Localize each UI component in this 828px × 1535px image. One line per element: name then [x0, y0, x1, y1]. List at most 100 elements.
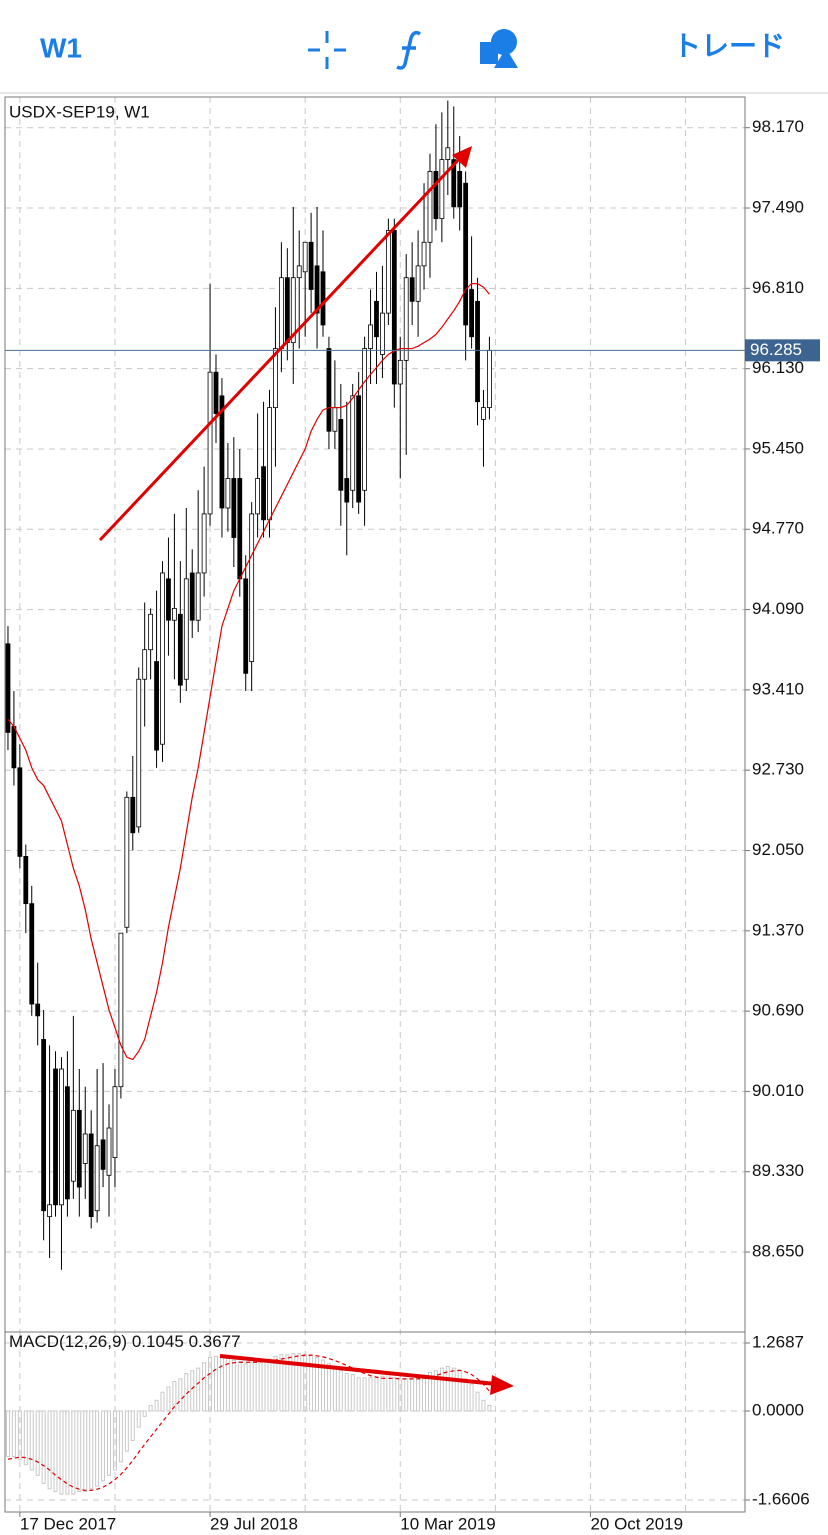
y-tick-label: 88.650: [752, 1242, 804, 1261]
macd-bar: [249, 1362, 254, 1412]
signal-line: [7, 1354, 490, 1491]
macd-name: MACD(12,26,9): [9, 1332, 127, 1351]
candle-body: [136, 678, 142, 828]
macd-bar: [457, 1370, 462, 1412]
y-tick-label: 89.330: [752, 1161, 804, 1180]
candle-body: [130, 796, 136, 834]
macd-bar: [368, 1376, 373, 1412]
macd-bar: [29, 1410, 34, 1471]
macd-bar: [71, 1410, 76, 1495]
candle-body: [397, 359, 403, 385]
macd-bar: [53, 1410, 58, 1492]
macd-bar: [77, 1410, 82, 1492]
y-tick-label: 92.050: [752, 840, 804, 859]
candle-body: [487, 349, 492, 409]
macd-bar: [439, 1367, 444, 1412]
candle-body: [290, 277, 296, 344]
macd-bar: [142, 1410, 147, 1417]
candle-body: [213, 371, 219, 414]
macd-bar: [362, 1377, 367, 1412]
y-tick-label: 91.370: [752, 920, 804, 939]
macd-bar: [101, 1410, 106, 1482]
macd-bar: [47, 1410, 52, 1490]
y-tick-label: 94.770: [752, 519, 804, 538]
macd-bar: [231, 1359, 236, 1412]
toolbar: [0, 0, 828, 92]
y-tick-label: 90.690: [752, 1001, 804, 1020]
macd-bar: [451, 1367, 456, 1412]
macd-bar: [267, 1358, 272, 1412]
macd-bar: [297, 1353, 302, 1412]
candle-body: [160, 572, 165, 745]
candle-body: [171, 607, 177, 621]
macd-bar: [392, 1377, 397, 1412]
macd-bar: [190, 1370, 195, 1412]
macd-bar: [398, 1379, 403, 1412]
candle-body: [267, 407, 272, 521]
macd-bar: [320, 1359, 325, 1412]
timeframe-button[interactable]: W1: [40, 32, 82, 63]
candle-body: [100, 1139, 106, 1170]
macd-bar: [291, 1353, 296, 1412]
macd-bar: [422, 1375, 427, 1412]
macd-bar: [5, 1410, 10, 1458]
candle-body: [88, 1133, 94, 1218]
candle-body: [469, 289, 474, 338]
candle-body: [344, 478, 350, 503]
candle-body: [189, 572, 195, 621]
macd-bar: [255, 1361, 260, 1412]
candle-body: [481, 407, 486, 420]
candle-body: [23, 856, 29, 905]
macd-bar: [338, 1370, 343, 1412]
objects-icon[interactable]: [480, 29, 518, 68]
candle-body: [261, 466, 266, 521]
trade-button[interactable]: トレード: [673, 30, 785, 61]
candle-body: [82, 1133, 88, 1164]
candle-body: [391, 230, 397, 385]
crosshair-icon[interactable]: [308, 31, 346, 69]
candle-body: [219, 395, 225, 509]
moving-average: [7, 283, 490, 1061]
macd-bar: [410, 1378, 415, 1412]
candle-body: [475, 300, 480, 403]
macd-bar: [214, 1355, 219, 1412]
candle-body: [326, 348, 332, 432]
macd-bar: [130, 1410, 135, 1441]
candle-body: [225, 478, 231, 509]
macd-bar: [285, 1354, 290, 1412]
macd-bar: [273, 1355, 278, 1412]
candle-body: [118, 932, 124, 1088]
candle-body: [11, 726, 17, 769]
candle-body: [302, 241, 308, 273]
candle-body: [338, 419, 344, 491]
macd-bar: [107, 1410, 112, 1476]
candle-body: [385, 230, 391, 314]
candle-body: [350, 395, 356, 491]
macd-bar: [95, 1410, 100, 1487]
macd-bar: [315, 1356, 320, 1412]
macd-bar: [427, 1371, 432, 1412]
macd-bar: [118, 1410, 123, 1463]
candle-body: [76, 1109, 82, 1188]
candle-body: [433, 171, 439, 220]
macd-bar: [35, 1410, 40, 1476]
indicator-icon[interactable]: [396, 30, 421, 70]
candle-body: [231, 478, 237, 538]
candle-body: [427, 171, 433, 243]
macd-value: 0.1045: [132, 1332, 184, 1351]
candle-body: [207, 371, 213, 515]
macd-bar: [17, 1410, 22, 1460]
signal-value: 0.3677: [189, 1332, 241, 1351]
candle-body: [17, 767, 23, 857]
y-tick-label: 96.810: [752, 278, 804, 297]
candle-body: [296, 265, 302, 279]
candle-body: [284, 277, 290, 344]
candle-body: [237, 478, 243, 580]
candle-body: [65, 1086, 70, 1200]
macd-bar: [243, 1363, 248, 1412]
macd-bar: [237, 1361, 242, 1412]
macd-bar: [326, 1363, 331, 1412]
y-tick-label: 90.010: [752, 1081, 804, 1100]
